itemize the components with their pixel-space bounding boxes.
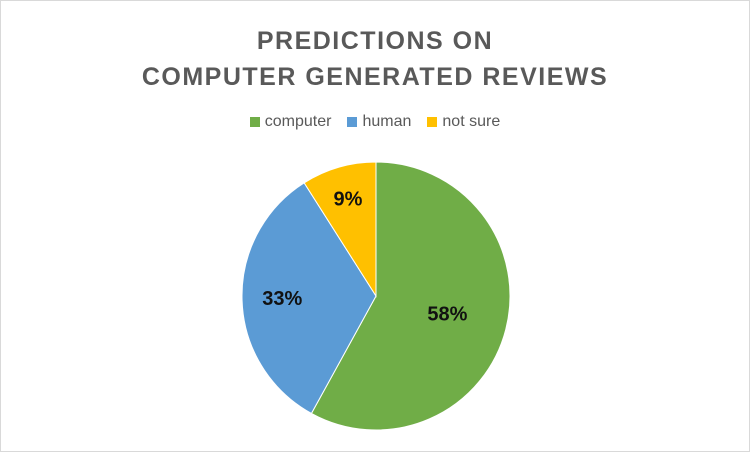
legend-item-not-sure: not sure xyxy=(427,113,500,131)
chart-legend: computer human not sure xyxy=(1,113,749,131)
data-label-not-sure: 9% xyxy=(334,188,363,210)
legend-item-human: human xyxy=(347,113,411,131)
legend-swatch-human xyxy=(347,117,358,127)
legend-label-human: human xyxy=(362,113,412,130)
chart-title-line-2: COMPUTER GENERATED REVIEWS xyxy=(141,63,609,91)
chart-title: PREDICTIONS ON COMPUTER GENERATED REVIEW… xyxy=(1,23,749,95)
pie-slice-not-sure xyxy=(303,161,377,298)
legend-item-computer: computer xyxy=(249,113,332,131)
legend-label-not-sure: not sure xyxy=(442,113,501,130)
pie-slice-human xyxy=(241,182,377,415)
legend-label-computer: computer xyxy=(264,113,332,130)
data-label-computer: 58% xyxy=(427,303,467,325)
legend-swatch-computer xyxy=(249,117,260,127)
pie-slice-computer xyxy=(310,161,511,431)
legend-swatch-not-sure xyxy=(427,117,438,127)
data-label-human: 33% xyxy=(262,288,302,310)
chart-title-line-1: PREDICTIONS ON xyxy=(256,27,494,55)
